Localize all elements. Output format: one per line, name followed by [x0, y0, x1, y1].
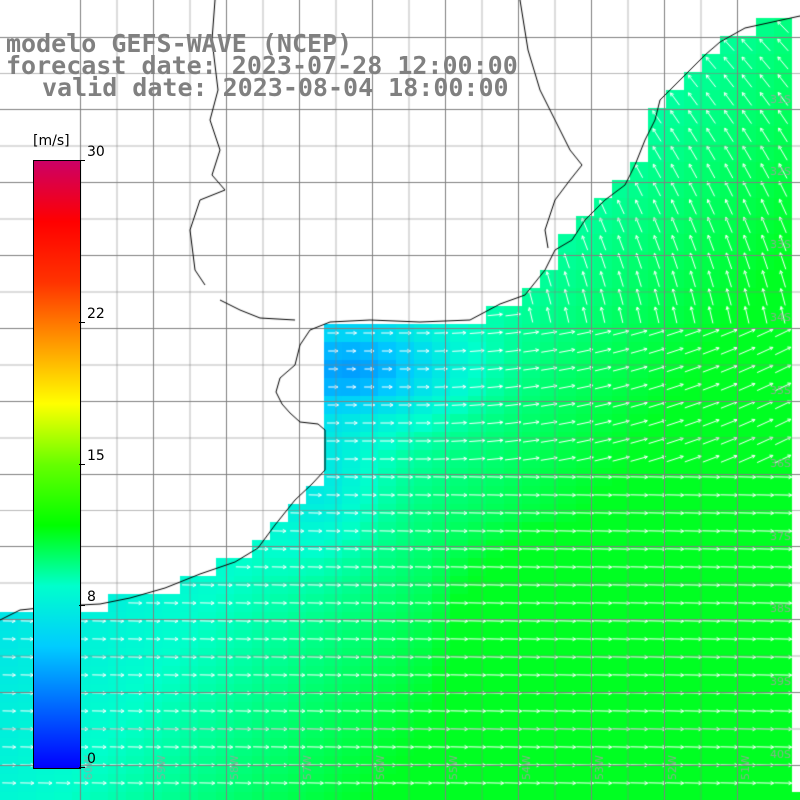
- colorbar-tick-label: 22: [87, 305, 105, 322]
- colorbar-tick-mark: [79, 321, 85, 323]
- colorbar-unit: [m/s]: [33, 133, 70, 149]
- colorbar-tick-label: 8: [87, 589, 96, 606]
- colorbar: [33, 160, 81, 769]
- colorbar-tick-label: 15: [87, 447, 105, 464]
- colorbar-tick-label: 30: [87, 144, 105, 160]
- colorbar-tick-mark: [79, 605, 85, 607]
- colorbar-tick-mark: [79, 160, 85, 161]
- forecast-date: forecast date: 2023-07-28 12:00:00: [6, 51, 518, 80]
- colorbar-tick-label: 0: [87, 751, 96, 767]
- model-title: modelo GEFS-WAVE (NCEP): [6, 29, 353, 58]
- valid-date: valid date: 2023-08-04 18:00:00: [42, 73, 509, 102]
- colorbar-tick-mark: [79, 767, 85, 768]
- colorbar-tick-mark: [79, 463, 85, 465]
